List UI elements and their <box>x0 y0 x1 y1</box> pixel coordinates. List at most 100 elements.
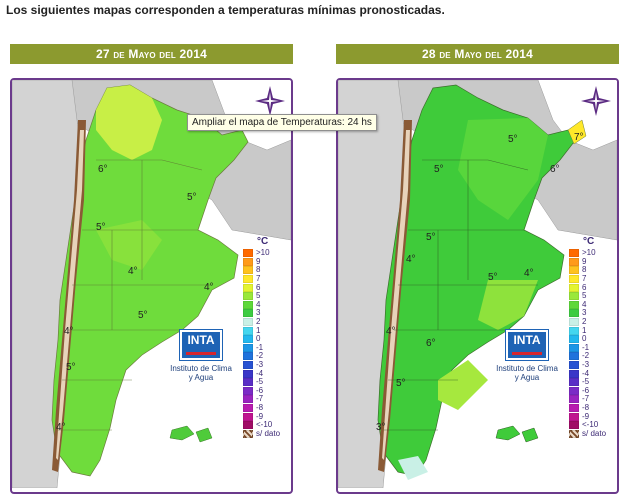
legend-swatch <box>569 421 579 430</box>
legend-swatch <box>569 429 579 438</box>
legend-swatch <box>569 326 579 335</box>
legend-row: 7 <box>569 275 611 284</box>
legend-swatch <box>243 395 253 404</box>
legend-row: 9 <box>243 256 285 267</box>
temp-label: 6° <box>426 338 436 349</box>
map-panel-day2: 28 de Mayo del 2014 <box>336 44 619 494</box>
legend-row: -6 <box>243 385 285 396</box>
legend-row: <-10 <box>243 421 285 430</box>
map-date-title: 28 de Mayo del 2014 <box>336 44 619 64</box>
legend-row: -2 <box>243 352 285 361</box>
legend-label: 2 <box>256 317 261 327</box>
legend-swatch <box>569 369 579 378</box>
legend-swatch <box>243 249 253 258</box>
legend-row: 6 <box>569 283 611 292</box>
legend-label: -9 <box>582 411 590 421</box>
legend-swatch <box>243 429 253 438</box>
temp-label: 5° <box>508 134 518 145</box>
institute-name: Instituto de Clima y Agua <box>496 364 558 382</box>
legend-swatch <box>569 335 579 344</box>
inta-logo: INTA Instituto de Clima y Agua <box>494 329 560 382</box>
temp-label: 4° <box>56 422 66 433</box>
legend-row: <-10 <box>569 421 611 430</box>
legend-label: 8 <box>256 265 261 275</box>
legend-label: >10 <box>256 248 270 258</box>
legend-label: 6 <box>582 282 587 292</box>
legend-label: -4 <box>582 368 590 378</box>
temp-label: 4° <box>386 326 396 337</box>
legend-row: -4 <box>243 369 285 378</box>
legend-row: -1 <box>569 343 611 353</box>
legend-swatch <box>243 300 253 309</box>
legend-row: 4 <box>243 299 285 310</box>
temp-label: 7° <box>574 132 584 143</box>
legend-swatch <box>569 309 579 318</box>
map-date-title: 27 de Mayo del 2014 <box>10 44 293 64</box>
legend-label: 0 <box>256 334 261 344</box>
legend-row: 9 <box>569 257 611 267</box>
temperature-map-link[interactable]: 6° 5° 5° 4° 4° 5° 4° 5° 4° °C >10 9 8 7 6 5 4 3… <box>10 78 293 494</box>
legend-row: -3 <box>243 361 285 370</box>
temperature-map-image: 5° 5° 7° 6° 5° 4° 5° 4° 6° 4° 5° 3° <box>338 80 617 488</box>
legend-row: 2 <box>569 318 611 327</box>
temp-label: 5° <box>187 192 197 203</box>
legend-label: -6 <box>582 385 590 395</box>
inta-logo-mark: INTA <box>505 329 549 361</box>
legend-row: 5 <box>243 292 285 301</box>
legend-row: >10 <box>569 249 611 258</box>
legend-row: 4 <box>569 299 611 310</box>
legend-label: 9 <box>256 256 261 266</box>
legend-label: -3 <box>582 360 590 370</box>
temp-label: 5° <box>96 222 106 233</box>
legend-row: 7 <box>243 275 285 284</box>
legend-swatch <box>569 292 579 301</box>
legend-swatch <box>243 275 253 284</box>
legend-swatch <box>243 421 253 430</box>
legend-row: -5 <box>243 378 285 387</box>
legend-swatch <box>569 395 579 404</box>
temp-label: 5° <box>434 164 444 175</box>
legend-unit: °C <box>257 236 269 247</box>
temp-label: 4° <box>64 326 74 337</box>
legend-row: 8 <box>243 266 285 275</box>
temp-label: 4° <box>524 268 534 279</box>
legend-label: <-10 <box>256 420 273 430</box>
legend-swatch <box>243 309 253 318</box>
legend-swatch <box>243 343 253 352</box>
legend-label: 4 <box>582 299 587 309</box>
temp-label: 5° <box>488 272 498 283</box>
temp-label: 5° <box>396 378 406 389</box>
legend-swatch <box>569 412 579 421</box>
legend-label: s/ dato <box>582 428 607 438</box>
legend-label: 5 <box>582 291 587 301</box>
legend-swatch <box>243 257 253 266</box>
legend-swatch <box>569 318 579 327</box>
legend-label: 4 <box>256 299 261 309</box>
temperature-map-link[interactable]: 5° 5° 7° 6° 5° 4° 5° 4° 6° 4° 5° 3° °C >… <box>336 78 619 494</box>
temp-label: 4° <box>406 254 416 265</box>
legend-label: 1 <box>256 325 261 335</box>
legend-label: -3 <box>256 360 264 370</box>
legend-row: -7 <box>569 395 611 404</box>
temperature-legend: °C >10 9 8 7 6 5 4 3 2 1 0 -1 -2 -3 -4 -5 -6 -7 -8 -9 <-10 s/… <box>243 236 285 438</box>
legend-label: 0 <box>582 334 587 344</box>
legend-label: <-10 <box>582 420 599 430</box>
legend-label: >10 <box>582 248 596 258</box>
temp-label: 6° <box>98 164 108 175</box>
temp-label: 6° <box>550 164 560 175</box>
legend-label: -2 <box>582 351 590 361</box>
legend-label: -5 <box>256 377 264 387</box>
legend-label: -6 <box>256 385 264 395</box>
legend-swatch <box>243 386 253 395</box>
legend-label: -7 <box>582 394 590 404</box>
legend-swatch <box>243 378 253 387</box>
legend-row: -3 <box>569 361 611 370</box>
compass-rose-icon <box>581 86 611 116</box>
legend-row: 6 <box>243 283 285 292</box>
legend-swatch <box>243 318 253 327</box>
legend-swatch <box>569 343 579 352</box>
inta-logo: INTA Instituto de Clima y Agua <box>168 329 234 382</box>
legend-label: 3 <box>582 308 587 318</box>
legend-row: -5 <box>569 378 611 387</box>
temp-label: 5° <box>66 362 76 373</box>
